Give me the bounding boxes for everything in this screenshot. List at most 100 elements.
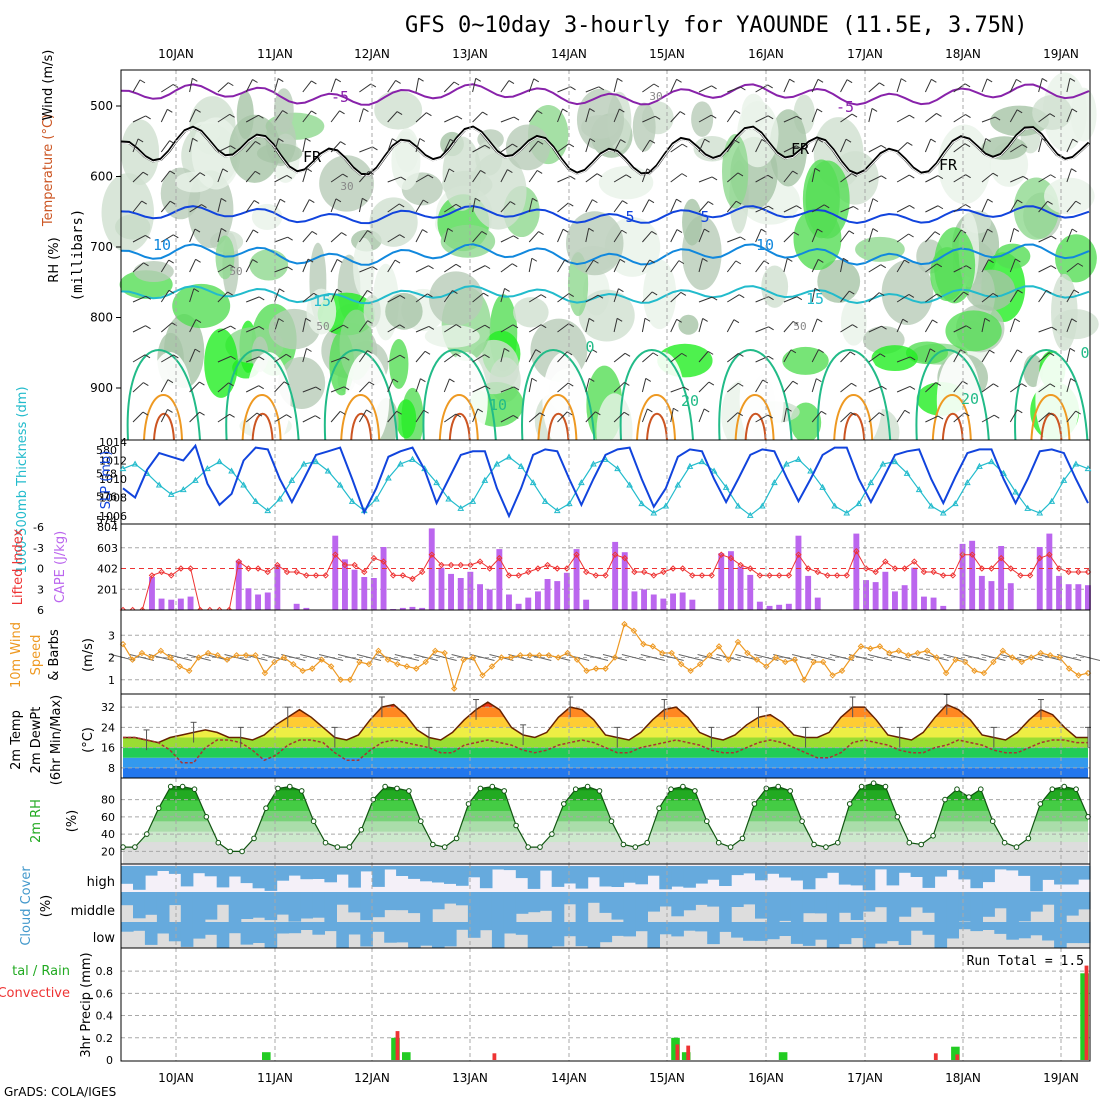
- temp-contour-20: [1014, 349, 1089, 441]
- cloud-bar: [599, 866, 613, 887]
- wind-barb: [330, 259, 338, 273]
- cape-bar: [978, 575, 985, 610]
- wind-barb-flag: [504, 347, 510, 352]
- wind-barb-flag: [513, 415, 519, 419]
- wind-barb: [727, 294, 740, 303]
- cloud-bar: [228, 892, 242, 922]
- wind-barb: [868, 385, 882, 393]
- wind-barb-flag: [477, 408, 484, 413]
- cloud-bar: [372, 892, 385, 918]
- thickness-point: [746, 511, 754, 518]
- rh-point: [191, 786, 198, 793]
- cape-bar: [892, 591, 898, 610]
- temp-contour-5: [120, 205, 1090, 225]
- wind-barb-flag: [740, 86, 746, 91]
- thickness-point: [710, 467, 718, 474]
- wind-barb-flag: [964, 143, 971, 148]
- wind-barb-flag: [904, 409, 911, 414]
- wind-barb: [359, 266, 373, 273]
- thickness-point: [204, 465, 211, 472]
- wind-speed-point: [886, 649, 893, 657]
- cloud-bar: [994, 922, 1007, 934]
- wind-speed-point: [138, 649, 146, 657]
- wind-barb-flag: [424, 350, 431, 355]
- li-point: [592, 572, 600, 579]
- wind-barb: [358, 409, 367, 423]
- cape-bar: [728, 551, 734, 610]
- wind-barb-flag: [278, 318, 284, 323]
- cloud-bar: [264, 922, 278, 948]
- rh-point: [287, 783, 293, 790]
- wind-barb: [641, 318, 646, 333]
- cape-tick-label: 603: [97, 542, 118, 555]
- cloud-bar: [563, 922, 577, 937]
- wind-barb-flag: [194, 228, 201, 233]
- wind-barb-flag: [792, 170, 798, 175]
- wind-barb: [528, 198, 533, 213]
- wind-barb: [387, 378, 394, 393]
- wind-barb: [896, 259, 905, 273]
- slp-tick-label: 1014: [99, 436, 127, 449]
- cape-bar: [245, 588, 252, 610]
- wind-speed-point: [810, 658, 817, 666]
- wind-barb: [160, 140, 171, 153]
- cloud-bar: [802, 866, 816, 890]
- cloud-bar: [982, 922, 995, 930]
- day-label-top: 18JAN: [945, 47, 981, 61]
- temp-label-b: 2m DewPt: [29, 707, 44, 774]
- cloud-bar: [515, 866, 529, 879]
- wind-barb-flag: [793, 231, 800, 236]
- wind-barb: [641, 408, 648, 423]
- day-axis: 10JAN10JAN11JAN11JAN12JAN12JAN13JAN13JAN…: [158, 47, 1079, 1085]
- rh-band: [123, 830, 1088, 843]
- wind-barb: [217, 325, 231, 333]
- cloud-bar: [372, 922, 385, 932]
- li-tick-label: 6: [37, 604, 44, 617]
- li-point: [940, 572, 947, 579]
- wind-barb-flag: [452, 290, 458, 295]
- rh-label: RH (%): [47, 237, 62, 282]
- wind-barb-flag: [683, 386, 690, 391]
- cape-bar: [776, 604, 783, 610]
- cape-tick-label: 402: [97, 563, 118, 576]
- thickness-line: [122, 456, 1089, 517]
- thickness-point: [481, 476, 489, 483]
- wind-speed-point: [677, 660, 685, 668]
- precip-total-bar: [778, 1052, 788, 1060]
- wind-barb: [189, 348, 196, 363]
- cloud-bar: [850, 922, 864, 939]
- rh-band: [123, 809, 1088, 822]
- wind-barb: [925, 263, 938, 273]
- wind-barb-flag: [651, 291, 658, 296]
- cloud-bar: [635, 922, 648, 932]
- cloud-bar: [527, 866, 541, 889]
- li-point: [158, 568, 165, 576]
- li-point: [640, 568, 648, 576]
- slp-tick-label: 1008: [99, 492, 127, 505]
- cloud-bar: [1006, 892, 1019, 922]
- wind-barb-flag: [449, 378, 455, 383]
- cloud-bar: [121, 892, 134, 906]
- wind-barb-flag: [480, 170, 486, 174]
- cloud-bar: [659, 922, 672, 935]
- wind-barb-flag: [427, 174, 434, 179]
- rh-point: [978, 786, 984, 793]
- cape-bar: [650, 594, 657, 610]
- cloud-unit: (%): [39, 895, 54, 918]
- wind-barb: [613, 139, 621, 153]
- cloud-bar: [790, 866, 804, 881]
- wind-barb: [585, 318, 590, 333]
- wind-barb: [1009, 409, 1018, 423]
- wind-barb: [811, 168, 816, 183]
- precip-total-bar: [402, 1052, 411, 1060]
- cloud-bar: [360, 892, 373, 921]
- day-label-bottom: 17JAN: [847, 1071, 883, 1085]
- wind-barb: [189, 204, 202, 213]
- wind-barb-flag: [879, 82, 885, 87]
- temp-contour-30: [448, 412, 471, 441]
- wind-barb: [641, 259, 650, 273]
- cloud-bar: [396, 922, 409, 943]
- li-point: [689, 572, 696, 579]
- wind-barb-flag: [335, 78, 342, 83]
